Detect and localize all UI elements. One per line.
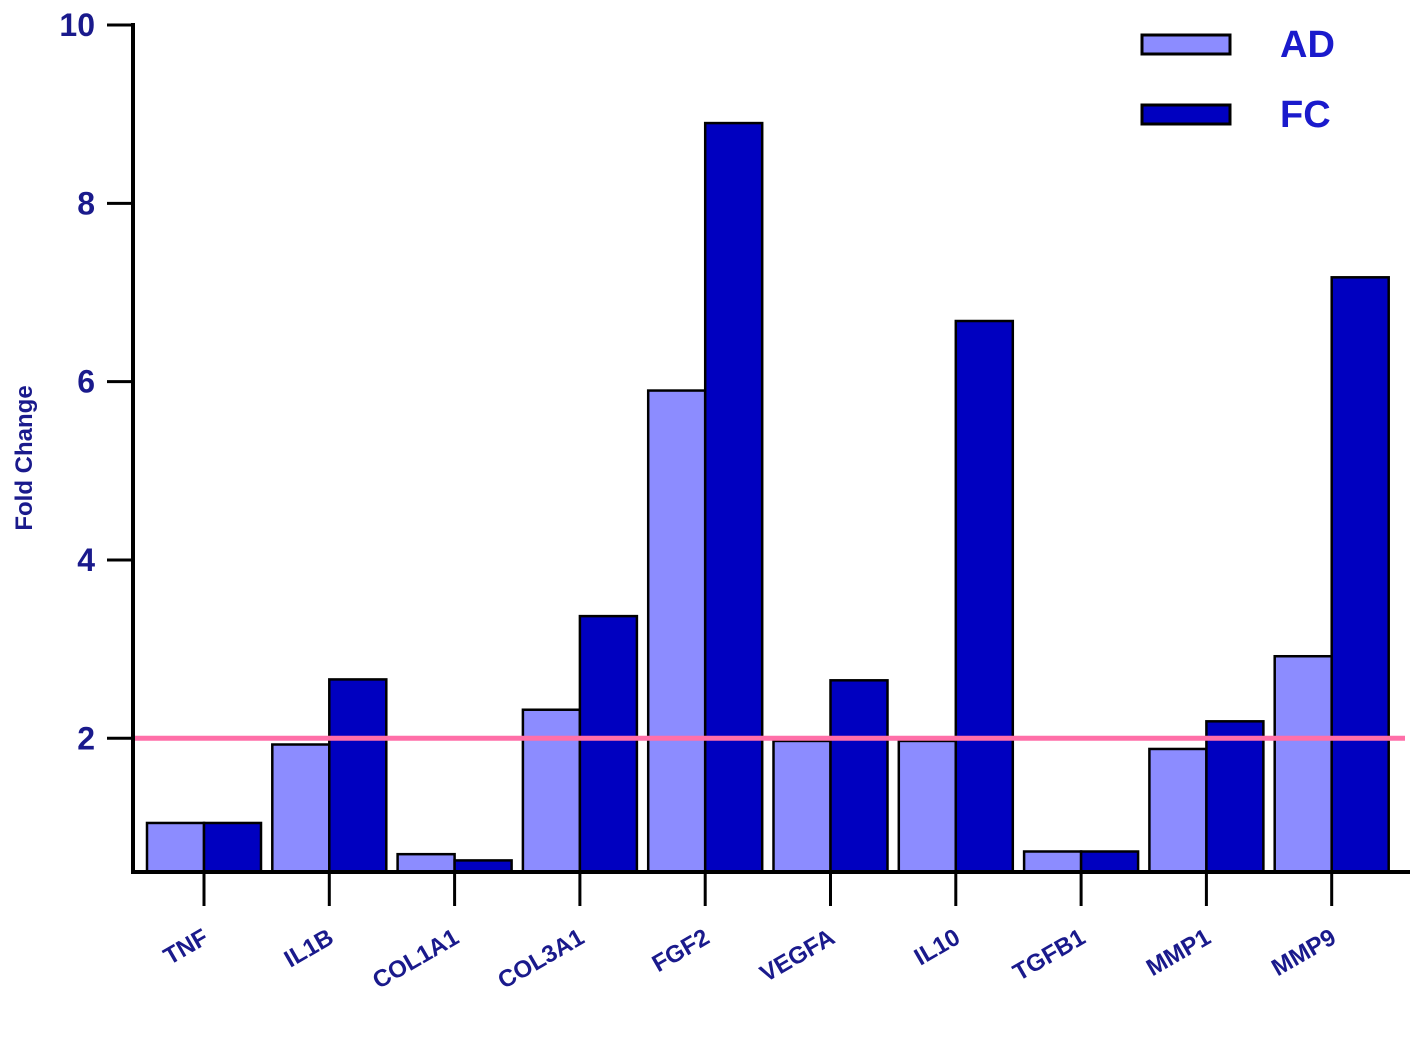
y-axis-label: Fold Change [11,385,38,530]
bar-fc-il1b [328,678,388,874]
bar-ad-col1a1 [396,852,456,874]
x-tick-label-col1a1: COL1A1 [368,924,464,995]
bar-ad-vegfa [772,739,832,874]
bar-fc-vegfa [829,679,889,874]
x-tick-label-col3a1: COL3A1 [493,924,589,995]
bars-group [145,121,1390,874]
bar-fc-il10 [954,319,1015,874]
axes-group [131,23,1410,874]
bar-fc-fgf2 [703,121,764,874]
legend-swatch-fc [1140,103,1232,126]
x-tick-label-tnf: TNF [159,924,213,971]
bar-ad-mmp1 [1148,747,1208,874]
bar-fc-tnf [202,821,263,874]
y-tick-label-4: 4 [77,542,95,578]
legend-swatch-ad [1140,33,1232,56]
bar-fc-mmp1 [1205,720,1265,874]
bar-ad-il1b [271,743,331,874]
bar-ad-fgf2 [646,389,707,874]
bar-ad-col3a1 [521,708,582,874]
x-tick-label-il10: IL10 [910,924,965,971]
legend-label-ad: AD [1280,24,1335,66]
y-tick-label-2: 2 [77,720,95,756]
y-tick-label-10: 10 [59,7,95,43]
bar-ad-tnf [145,821,206,874]
x-tick-label-fgf2: FGF2 [648,924,715,978]
bar-fc-col3a1 [578,614,639,874]
y-tick-label-8: 8 [77,185,95,221]
legend-label-fc: FC [1280,94,1331,136]
bar-ad-il10 [897,739,958,874]
bar-fc-mmp9 [1330,276,1390,874]
bar-ad-mmp9 [1273,654,1333,874]
x-tick-label-tgfb1: TGFB1 [1008,924,1090,987]
bar-ad-tgfb1 [1022,850,1083,874]
x-tick-label-il1b: IL1B [280,924,339,973]
x-tick-label-mmp9: MMP9 [1267,924,1341,982]
y-ticks-group: 2 4 6 8 10 [59,7,133,756]
x-tick-label-vegfa: VEGFA [756,924,840,988]
legend: AD FC [1140,24,1335,136]
x-tick-label-mmp1: MMP1 [1142,924,1216,982]
x-ticks-group: TNF IL1B COL1A1 COL3A1 FGF2 VEGFA IL10 TGFB1 MMP… [159,872,1341,995]
y-tick-label-6: 6 [77,364,95,400]
bar-fc-tgfb1 [1079,850,1140,874]
